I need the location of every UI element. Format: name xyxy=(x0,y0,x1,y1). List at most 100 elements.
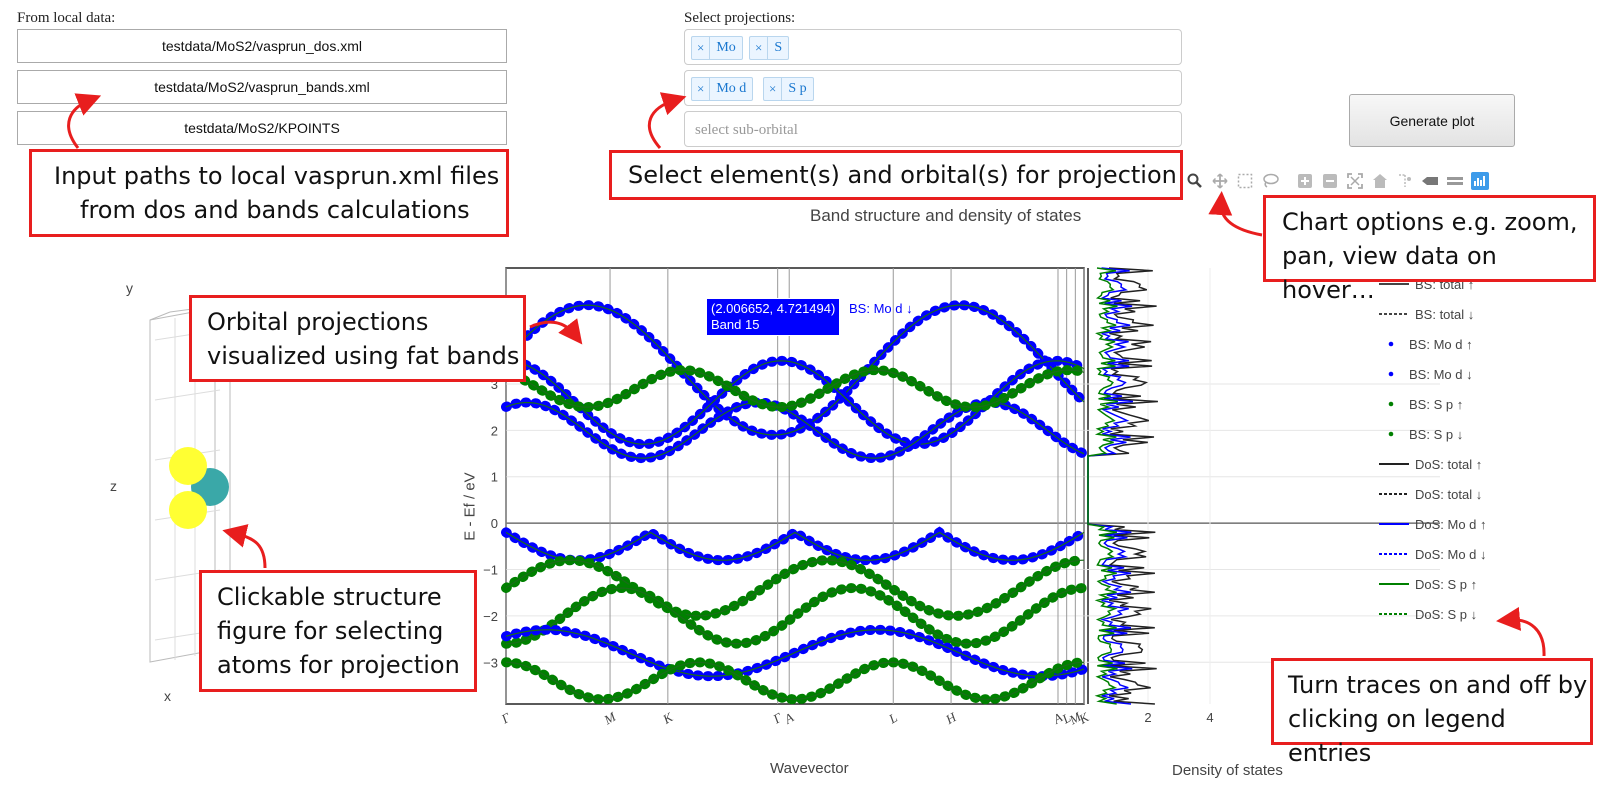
legend-label: BS: Mo d ↓ xyxy=(1409,366,1473,382)
legend-entry[interactable]: DoS: Mo d ↑ xyxy=(1379,514,1487,534)
box-select-icon[interactable] xyxy=(1235,171,1255,191)
legend-symbol-icon xyxy=(1379,583,1409,585)
legend-symbol-icon xyxy=(1379,553,1409,555)
callout-input-paths: Input paths to local vasprun.xml files f… xyxy=(29,149,509,237)
element-select[interactable]: × Mo × S xyxy=(684,29,1182,65)
chart-title: Band structure and density of states xyxy=(810,206,1082,225)
band-line xyxy=(505,661,1085,701)
legend-label: BS: Mo d ↑ xyxy=(1409,336,1473,352)
legend-entry[interactable]: BS: S p ↓ xyxy=(1379,424,1463,444)
legend-entry[interactable]: DoS: Mo d ↓ xyxy=(1379,544,1487,564)
y-tick-label: 1 xyxy=(491,470,498,485)
legend-entry[interactable]: DoS: S p ↑ xyxy=(1379,574,1477,594)
hover-tooltip: (2.006652, 4.721494) Band 15 xyxy=(706,298,841,336)
band-line xyxy=(505,304,1085,436)
remove-s-icon[interactable]: × xyxy=(750,37,769,59)
hover-compare-icon[interactable] xyxy=(1445,171,1465,191)
legend-symbol-icon xyxy=(1379,613,1409,615)
dos-tick-label: 2 xyxy=(1144,710,1151,725)
legend-label: DoS: total ↓ xyxy=(1415,486,1483,502)
hover-trace-name: BS: Mo d ↓ xyxy=(849,301,913,316)
callout-chart-options: Chart options e.g. zoom, pan, view data … xyxy=(1263,195,1596,304)
legend-label: DoS: Mo d ↑ xyxy=(1415,516,1487,532)
zoom-in-icon[interactable] xyxy=(1295,171,1315,191)
legend-entry[interactable]: DoS: total ↓ xyxy=(1379,484,1482,504)
structure-axis-y: y xyxy=(126,280,133,296)
zoom-out-icon[interactable] xyxy=(1320,171,1340,191)
callout-line: visualized using fat bands xyxy=(207,342,520,370)
spike-lines-icon[interactable] xyxy=(1395,171,1415,191)
element-tag-label: Mo xyxy=(716,40,736,55)
callout-select-projection: Select element(s) and orbital(s) for pro… xyxy=(609,150,1183,200)
remove-s-p-icon[interactable]: × xyxy=(764,78,783,100)
legend-symbol-icon xyxy=(1379,313,1409,315)
remove-mo-icon[interactable]: × xyxy=(692,37,711,59)
element-tag-mo: × Mo xyxy=(691,36,743,60)
hover-closest-icon[interactable] xyxy=(1420,171,1440,191)
plotly-logo-icon[interactable] xyxy=(1470,171,1490,191)
callout-line: figure for selecting xyxy=(217,617,444,645)
sub-orbital-select[interactable]: select sub-orbital xyxy=(684,111,1182,147)
y-tick-label: −3 xyxy=(483,655,498,670)
legend-label: BS: S p ↑ xyxy=(1409,396,1464,412)
callout-line: Chart options e.g. zoom, xyxy=(1282,208,1578,236)
orbital-tag-mo-d: × Mo d xyxy=(691,77,754,101)
element-tag-label: S xyxy=(774,40,783,55)
generate-plot-button[interactable]: Generate plot xyxy=(1349,94,1515,147)
legend-entry[interactable]: BS: S p ↑ xyxy=(1379,394,1463,414)
kpoint-label: M xyxy=(600,708,619,727)
callout-structure: Clickable structure figure for selecting… xyxy=(199,570,477,692)
kpoint-label: K xyxy=(659,709,676,727)
atom-s-top[interactable] xyxy=(169,447,207,485)
y-axis-label: E - Ef / eV xyxy=(461,472,479,541)
legend-label: DoS: Mo d ↓ xyxy=(1415,546,1487,562)
legend-entry[interactable]: DoS: total ↑ xyxy=(1379,454,1482,474)
legend-label: DoS: total ↑ xyxy=(1415,456,1483,472)
legend-symbol-icon xyxy=(1388,371,1394,377)
orbital-tag-label: S p xyxy=(788,81,807,96)
remove-mo-d-icon[interactable]: × xyxy=(692,78,711,100)
legend-label: DoS: S p ↓ xyxy=(1415,606,1478,622)
band-line xyxy=(505,369,1085,408)
legend-symbol-icon xyxy=(1379,283,1409,285)
y-tick-label: −1 xyxy=(483,562,498,577)
structure-atoms[interactable] xyxy=(150,440,250,550)
orbital-select[interactable]: × Mo d × S p xyxy=(684,70,1182,106)
sub-orbital-placeholder: select sub-orbital xyxy=(695,122,798,138)
dos-path-input[interactable]: testdata/MoS2/vasprun_dos.xml xyxy=(17,29,507,63)
legend-label: DoS: S p ↑ xyxy=(1415,576,1478,592)
atom-s-bottom[interactable] xyxy=(169,491,207,529)
dos-tick-label: 4 xyxy=(1206,710,1213,725)
hover-band: Band 15 xyxy=(711,317,760,332)
arrow-chart-options xyxy=(1208,191,1263,237)
bands-path-input[interactable]: testdata/MoS2/vasprun_bands.xml xyxy=(17,70,507,104)
callout-line: pan, view data on hover… xyxy=(1282,242,1497,304)
zoom-icon[interactable] xyxy=(1185,171,1205,191)
hover-point: (2.006652, 4.721494) xyxy=(711,301,836,316)
legend-symbol-icon xyxy=(1379,493,1409,495)
bands-plot-frame xyxy=(505,267,1085,705)
band-line xyxy=(505,531,1085,561)
callout-orbital-projections: Orbital projections visualized using fat… xyxy=(189,295,526,382)
callout-line: clicking on legend entries xyxy=(1288,705,1506,767)
legend-entry[interactable]: BS: Mo d ↓ xyxy=(1379,364,1473,384)
y-tick-label: 3 xyxy=(491,377,498,392)
band-line xyxy=(505,559,1085,617)
legend-symbol-icon xyxy=(1388,401,1394,407)
kpoints-path-input[interactable]: testdata/MoS2/KPOINTS xyxy=(17,111,507,145)
legend-label: BS: total ↓ xyxy=(1415,306,1475,322)
autoscale-icon[interactable] xyxy=(1345,171,1365,191)
arrow-select-projection xyxy=(647,92,687,149)
chart-modebar xyxy=(1185,170,1495,192)
kpoint-label: H xyxy=(942,709,959,727)
kpoint-label: A xyxy=(781,710,796,727)
kpoint-label: Γ xyxy=(498,709,513,726)
lasso-select-icon[interactable] xyxy=(1260,171,1280,191)
legend-entry[interactable]: BS: Mo d ↑ xyxy=(1379,334,1473,354)
legend-entry[interactable]: DoS: S p ↓ xyxy=(1379,604,1477,624)
reset-axes-icon[interactable] xyxy=(1370,171,1390,191)
pan-icon[interactable] xyxy=(1210,171,1230,191)
y-tick-label: −2 xyxy=(483,609,498,624)
legend-entry[interactable]: BS: total ↓ xyxy=(1379,304,1474,324)
